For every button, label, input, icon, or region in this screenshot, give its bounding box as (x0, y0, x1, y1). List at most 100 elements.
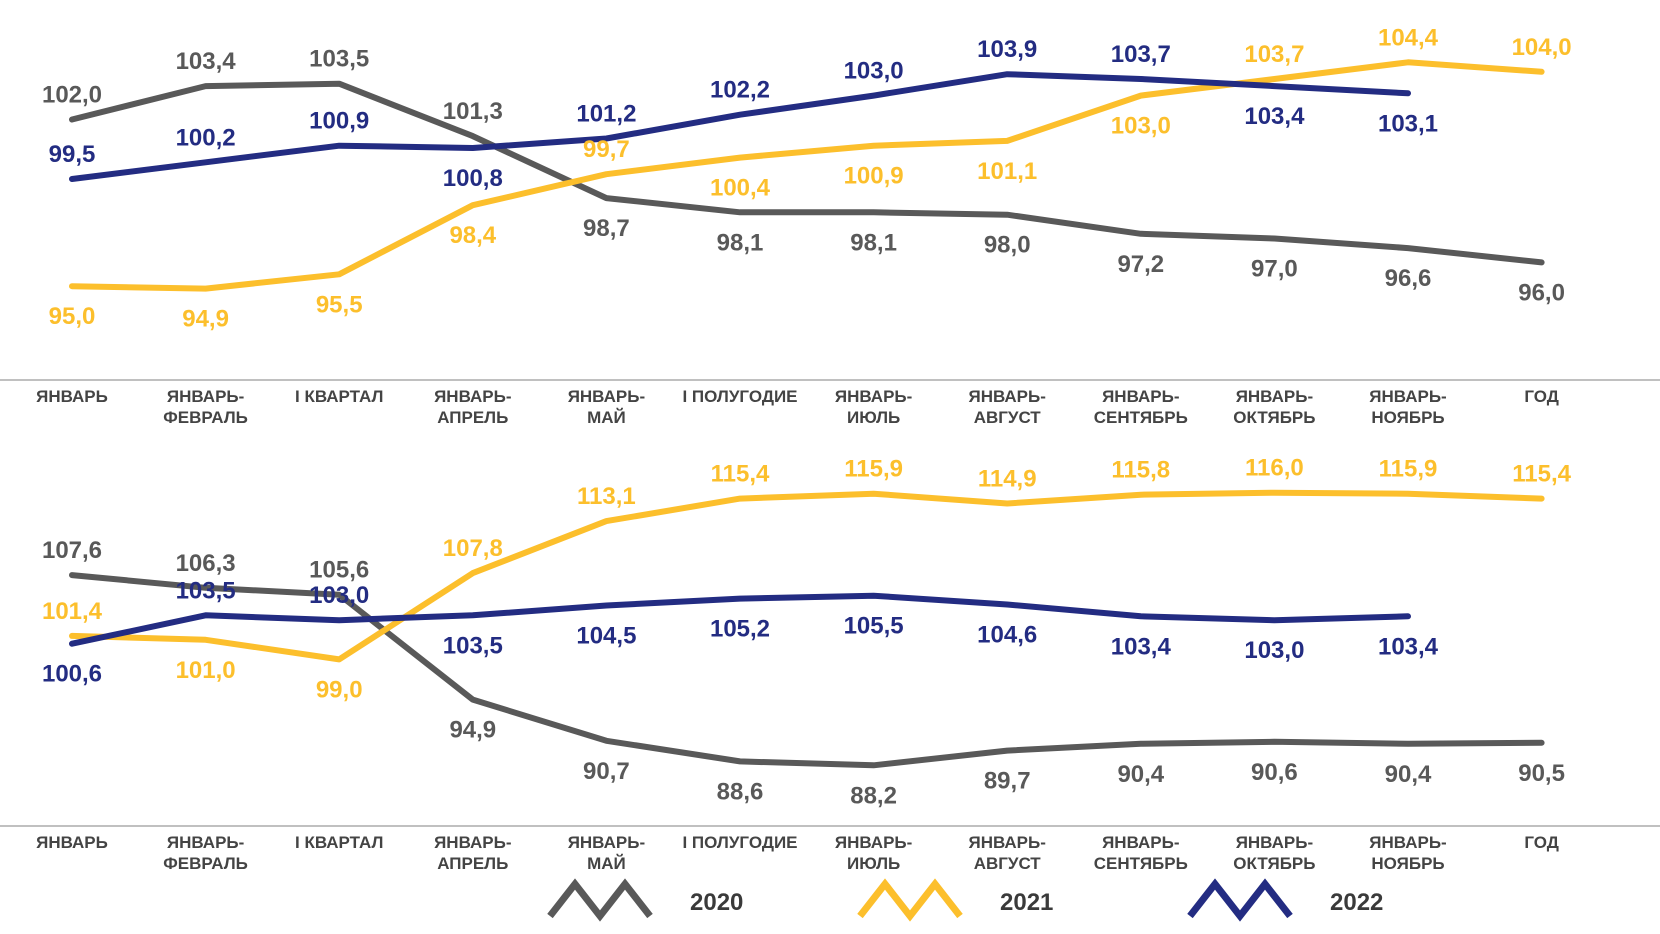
data-label-2021: 115,9 (844, 456, 903, 483)
data-label-2022: 100,2 (176, 124, 236, 151)
x-tick-label: I ПОЛУГОДИЕ (682, 387, 797, 406)
data-label-2020: 103,4 (176, 48, 237, 75)
data-label-2022: 103,0 (844, 58, 904, 85)
x-tick-label: ЯНВАРЬ-ИЮЛЬ (835, 387, 912, 427)
x-tick-label: ЯНВАРЬ-НОЯБРЬ (1369, 833, 1446, 873)
data-label-2022: 103,5 (176, 577, 236, 604)
data-label-2022: 103,7 (1111, 41, 1171, 68)
data-label-2020: 89,7 (984, 768, 1031, 795)
x-tick-label: ЯНВАРЬ (36, 833, 108, 852)
x-tick-label: ЯНВАРЬ-МАЙ (568, 833, 645, 873)
data-label-2021: 104,0 (1512, 34, 1572, 61)
data-label-2021: 116,0 (1245, 455, 1304, 482)
data-label-2022: 103,4 (1244, 103, 1305, 130)
data-label-2021: 95,5 (316, 291, 363, 318)
data-label-2020: 94,9 (449, 717, 496, 744)
data-label-2021: 115,4 (1512, 461, 1571, 488)
data-label-2022: 102,2 (710, 77, 770, 104)
data-label-2020: 90,6 (1251, 759, 1298, 786)
data-label-2020: 88,2 (850, 782, 897, 809)
series-line-2022 (69, 592, 1411, 647)
data-label-2020: 98,7 (583, 215, 630, 242)
legend-swatch-2020 (547, 878, 653, 922)
data-label-2020: 98,1 (850, 229, 897, 256)
data-label-2020: 105,6 (309, 557, 369, 584)
x-tick-label: ЯНВАРЬ-ИЮЛЬ (835, 833, 912, 873)
data-label-2021: 100,4 (710, 175, 771, 202)
data-label-2020: 96,0 (1518, 279, 1565, 306)
x-tick-label: ЯНВАРЬ-АВГУСТ (968, 387, 1045, 427)
data-label-2020: 101,3 (443, 98, 503, 125)
data-label-2021: 94,9 (182, 306, 229, 333)
data-label-2022: 99,5 (49, 141, 96, 168)
data-label-2020: 98,1 (717, 229, 764, 256)
x-tick-label: I ПОЛУГОДИЕ (682, 833, 797, 852)
data-label-2022: 103,1 (1378, 110, 1438, 137)
data-label-2020: 97,2 (1117, 251, 1164, 278)
legend-swatch-2022 (1187, 878, 1293, 922)
x-tick-label: ЯНВАРЬ-ОКТЯБРЬ (1233, 833, 1315, 873)
data-label-2020: 90,4 (1117, 761, 1164, 788)
x-tick-label: ЯНВАРЬ-АПРЕЛЬ (434, 833, 511, 873)
data-label-2020: 90,7 (583, 758, 630, 785)
x-tick-label: ГОД (1524, 833, 1559, 852)
data-label-2021: 101,0 (176, 657, 236, 684)
x-tick-label: ЯНВАРЬ-СЕНТЯБРЬ (1094, 833, 1188, 873)
series-line-2020 (69, 572, 1545, 769)
legend-swatch-2021 (857, 878, 963, 922)
data-label-2022: 103,4 (1378, 633, 1439, 660)
data-label-2021: 99,7 (583, 136, 630, 163)
data-label-2021: 114,9 (978, 465, 1037, 492)
data-label-2021: 115,9 (1379, 456, 1438, 483)
series-line-2021 (69, 489, 1545, 663)
chart-panel-1: ЯНВАРЬ ЯНВАРЬ-ФЕВРАЛЬ I КВАРТАЛ ЯНВАРЬ-АПРЕ… (0, 24, 1660, 427)
x-tick-label: I КВАРТАЛ (295, 387, 383, 406)
data-label-2021: 101,4 (42, 598, 103, 625)
data-label-2020: 88,6 (717, 778, 764, 805)
data-label-2022: 105,2 (710, 616, 770, 643)
x-tick-label: ЯНВАРЬ-МАЙ (568, 387, 645, 427)
data-label-2020: 90,5 (1518, 760, 1565, 787)
x-tick-label: ЯНВАРЬ-ФЕВРАЛЬ (163, 833, 248, 873)
data-label-2020: 96,6 (1385, 265, 1432, 292)
data-label-2022: 103,4 (1111, 633, 1172, 660)
x-tick-label: ЯНВАРЬ-АВГУСТ (968, 833, 1045, 873)
data-label-2022: 101,2 (576, 101, 636, 128)
data-label-2020: 107,6 (42, 537, 102, 564)
data-label-2020: 90,4 (1385, 761, 1432, 788)
data-label-2022: 105,5 (844, 613, 904, 640)
x-tick-label: ЯНВАРЬ-СЕНТЯБРЬ (1094, 387, 1188, 427)
chart-panel-2: ЯНВАРЬ ЯНВАРЬ-ФЕВРАЛЬ I КВАРТАЛ ЯНВАРЬ-АПРЕ… (0, 455, 1660, 873)
data-label-2021: 95,0 (49, 303, 96, 330)
data-label-2022: 100,6 (42, 661, 102, 688)
data-label-2021: 103,7 (1244, 41, 1304, 68)
x-tick-label: ЯНВАРЬ-ФЕВРАЛЬ (163, 387, 248, 427)
data-label-2022: 103,5 (443, 632, 503, 659)
data-label-2021: 107,8 (443, 535, 503, 562)
data-label-2021: 100,9 (844, 163, 904, 190)
data-label-2022: 103,9 (977, 36, 1037, 63)
data-label-2020: 98,0 (984, 232, 1031, 259)
x-tick-label: ЯНВАРЬ (36, 387, 108, 406)
data-label-2021: 113,1 (577, 483, 636, 510)
data-label-2020: 97,0 (1251, 256, 1298, 283)
series-line-2020 (69, 80, 1545, 266)
data-label-2021: 99,0 (316, 676, 363, 703)
legend-label-2022: 2022 (1330, 889, 1383, 916)
data-label-2022: 103,0 (1244, 637, 1304, 664)
data-label-2021: 98,4 (449, 222, 496, 249)
data-label-2021: 104,4 (1378, 24, 1439, 51)
series-line-2022 (69, 71, 1411, 182)
data-label-2022: 100,8 (443, 165, 503, 192)
x-tick-label: ЯНВАРЬ-НОЯБРЬ (1369, 387, 1446, 427)
x-tick-label: ЯНВАРЬ-АПРЕЛЬ (434, 387, 511, 427)
data-label-2022: 104,5 (576, 622, 636, 649)
data-label-2021: 115,4 (711, 461, 770, 488)
data-label-2020: 102,0 (42, 81, 102, 108)
data-label-2021: 101,1 (977, 158, 1037, 185)
series-line-2021 (69, 59, 1545, 292)
x-tick-label: ГОД (1524, 387, 1559, 406)
x-tick-label: I КВАРТАЛ (295, 833, 383, 852)
